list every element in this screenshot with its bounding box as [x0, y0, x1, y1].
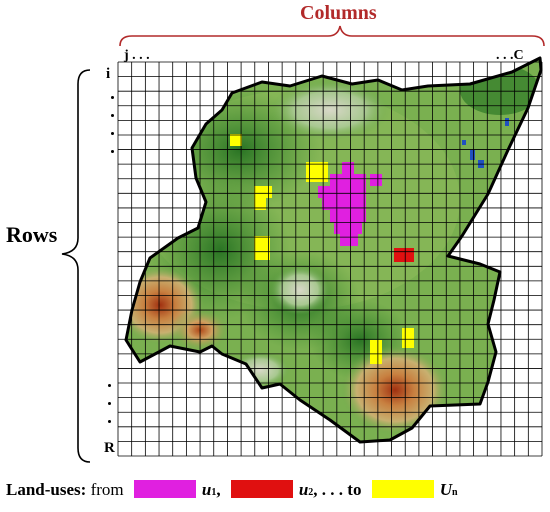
land-use-u2-cell [394, 248, 414, 262]
row-dot [111, 150, 114, 153]
land-use-u1-cells [318, 162, 382, 246]
legend: Land-uses: from u1, u2, . . . to Un [6, 480, 458, 499]
legend-symbol-un: Un [439, 480, 458, 499]
column-end-label: . . .C [496, 48, 524, 63]
rows-brace [61, 69, 91, 463]
legend-symbol-u2: u2 [298, 480, 314, 499]
row-end-label: R [104, 440, 115, 456]
columns-brace [119, 25, 545, 47]
legend-prefix: Land-uses: [6, 480, 87, 499]
row-dot [108, 420, 111, 423]
row-start-label: i [106, 66, 111, 82]
legend-swatch-un [371, 480, 434, 498]
row-dot [111, 114, 114, 117]
row-dot [108, 384, 111, 387]
region-boundary [124, 56, 543, 444]
legend-swatch-u2 [230, 480, 293, 498]
row-dot [111, 132, 114, 135]
column-start-label: j . . . [124, 48, 150, 63]
rows-title: Rows [6, 222, 58, 247]
legend-symbol-u1: u1 [201, 480, 217, 499]
columns-title: Columns [300, 2, 377, 24]
grid-lines [117, 61, 543, 457]
land-use-un-cells [230, 134, 414, 364]
row-dot [111, 96, 114, 99]
row-dot [108, 402, 111, 405]
legend-from: from [90, 480, 124, 499]
legend-swatch-u1 [133, 480, 196, 498]
